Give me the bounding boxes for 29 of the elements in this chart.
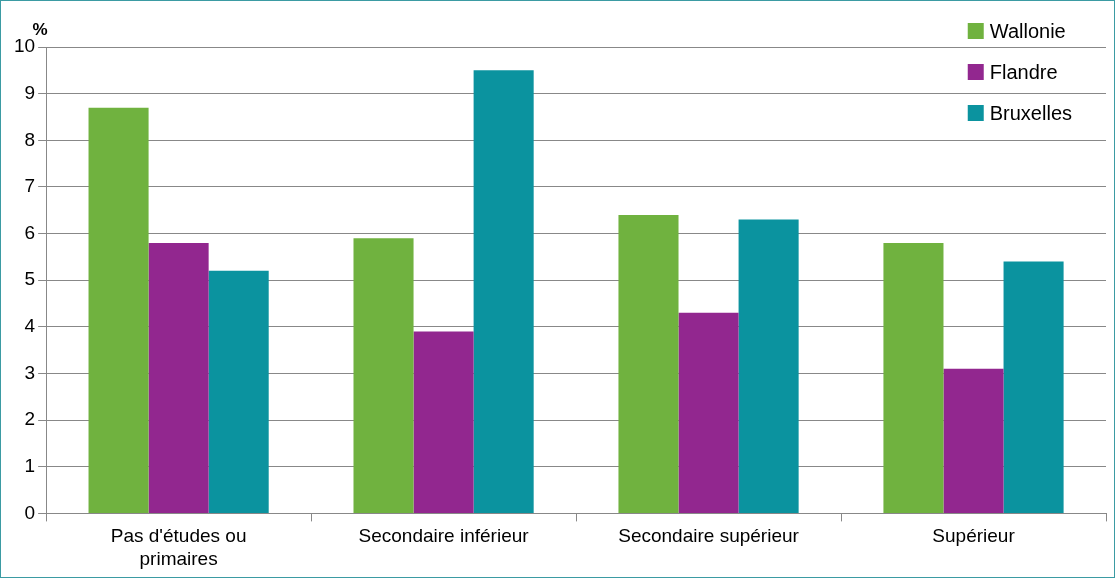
bar [738, 219, 799, 513]
y-tick-label: 5 [24, 268, 36, 290]
y-tick-label: 8 [24, 128, 36, 150]
bar [883, 242, 944, 513]
bar [678, 312, 739, 513]
legend-label: Wallonie [989, 19, 1066, 42]
legend-label: Flandre [989, 60, 1058, 83]
bar [88, 107, 149, 513]
y-tick-label: 3 [24, 361, 36, 383]
legend-label: Bruxelles [989, 101, 1073, 124]
x-tick-label: Supérieur [932, 525, 1016, 547]
bar [353, 238, 414, 513]
y-tick-label: 4 [24, 315, 36, 337]
bar [943, 368, 1004, 513]
x-tick-label: Secondaire supérieur [618, 525, 800, 547]
bar [473, 70, 534, 513]
bar [208, 270, 269, 513]
y-tick-label: 9 [24, 81, 36, 103]
y-tick-label: 7 [24, 175, 36, 197]
bar [148, 242, 209, 513]
bar [618, 214, 679, 513]
y-tick-label: 0 [24, 501, 36, 523]
bar [1003, 261, 1064, 513]
x-tick-label: Pas d'études ou primaires [110, 525, 247, 569]
x-tick-label: Secondaire inférieur [358, 525, 530, 547]
y-tick-label: 1 [24, 454, 36, 476]
y-tick-label: 6 [24, 221, 36, 243]
bar [413, 331, 474, 513]
y-tick-label: 2 [24, 408, 36, 430]
